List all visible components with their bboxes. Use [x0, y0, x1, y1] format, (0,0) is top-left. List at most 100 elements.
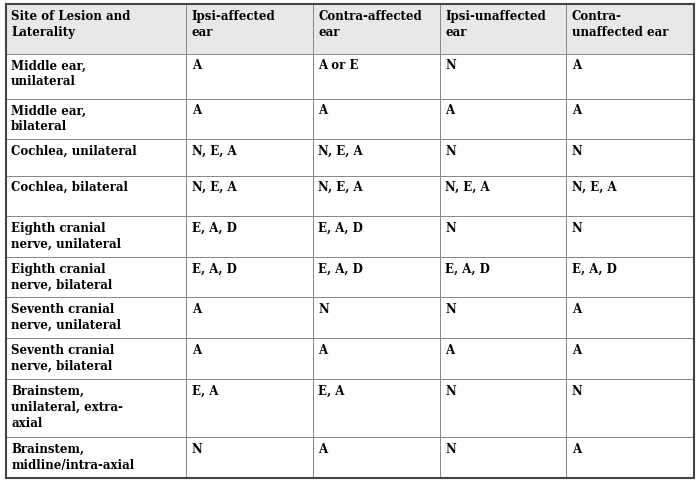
Bar	[186, 438, 313, 478]
Bar	[440, 297, 566, 338]
Bar	[186, 139, 313, 175]
Text: A: A	[572, 443, 581, 456]
Bar	[186, 257, 313, 297]
Bar	[313, 99, 440, 139]
Text: A: A	[318, 105, 328, 118]
Text: A or E: A or E	[318, 59, 359, 72]
Text: Brainstem,
unilateral, extra-
axial: Brainstem, unilateral, extra- axial	[11, 385, 123, 429]
Bar	[6, 99, 186, 139]
Bar	[6, 438, 186, 478]
Bar	[566, 379, 694, 438]
Bar	[566, 139, 694, 175]
Bar	[440, 139, 566, 175]
Text: E, A, D: E, A, D	[192, 222, 237, 235]
Bar	[566, 216, 694, 257]
Text: A: A	[572, 59, 581, 72]
Text: E, A: E, A	[192, 385, 218, 398]
Bar	[6, 257, 186, 297]
Text: Cochlea, bilateral: Cochlea, bilateral	[11, 181, 128, 194]
Text: Ipsi-affected
ear: Ipsi-affected ear	[192, 10, 275, 39]
Bar	[566, 99, 694, 139]
Bar	[313, 54, 440, 99]
Text: N: N	[445, 303, 456, 316]
Bar	[440, 379, 566, 438]
Text: Middle ear,
unilateral: Middle ear, unilateral	[11, 59, 86, 88]
Bar	[440, 99, 566, 139]
Text: A: A	[318, 344, 328, 357]
Text: Middle ear,
bilateral: Middle ear, bilateral	[11, 105, 86, 134]
Bar	[566, 54, 694, 99]
Text: A: A	[572, 105, 581, 118]
Text: N: N	[572, 385, 582, 398]
Bar	[313, 139, 440, 175]
Bar	[186, 216, 313, 257]
Text: Eighth cranial
nerve, unilateral: Eighth cranial nerve, unilateral	[11, 222, 121, 251]
Text: Cochlea, unilateral: Cochlea, unilateral	[11, 145, 136, 158]
Bar	[440, 54, 566, 99]
Bar	[186, 297, 313, 338]
Bar	[6, 4, 186, 54]
Text: E, A, D: E, A, D	[318, 222, 363, 235]
Bar	[6, 379, 186, 438]
Bar	[6, 297, 186, 338]
Text: Site of Lesion and
Laterality: Site of Lesion and Laterality	[11, 10, 131, 39]
Bar	[566, 257, 694, 297]
Bar	[186, 379, 313, 438]
Bar	[6, 54, 186, 99]
Text: N, E, A: N, E, A	[572, 181, 617, 194]
Text: N, E, A: N, E, A	[192, 181, 237, 194]
Bar	[186, 54, 313, 99]
Text: A: A	[445, 344, 454, 357]
Text: N: N	[445, 145, 456, 158]
Bar	[313, 297, 440, 338]
Text: N: N	[445, 385, 456, 398]
Bar	[6, 216, 186, 257]
Bar	[313, 438, 440, 478]
Text: A: A	[572, 303, 581, 316]
Bar	[6, 139, 186, 175]
Bar	[186, 175, 313, 216]
Text: A: A	[192, 105, 201, 118]
Bar	[566, 438, 694, 478]
Bar	[6, 338, 186, 379]
Bar	[6, 175, 186, 216]
Text: N: N	[445, 59, 456, 72]
Text: Ipsi-unaffected
ear: Ipsi-unaffected ear	[445, 10, 546, 39]
Bar	[186, 99, 313, 139]
Bar	[313, 216, 440, 257]
Bar	[440, 438, 566, 478]
Text: N: N	[192, 443, 202, 456]
Bar	[313, 379, 440, 438]
Text: N, E, A: N, E, A	[192, 145, 237, 158]
Text: N: N	[572, 222, 582, 235]
Bar	[440, 4, 566, 54]
Text: Contra-affected
ear: Contra-affected ear	[318, 10, 422, 39]
Text: N, E, A: N, E, A	[318, 181, 363, 194]
Text: Seventh cranial
nerve, unilateral: Seventh cranial nerve, unilateral	[11, 303, 121, 332]
Text: Brainstem,
midline/intra-axial: Brainstem, midline/intra-axial	[11, 443, 134, 472]
Text: N: N	[445, 443, 456, 456]
Text: N: N	[445, 222, 456, 235]
Bar	[566, 297, 694, 338]
Text: E, A, D: E, A, D	[445, 263, 490, 276]
Bar	[313, 4, 440, 54]
Text: E, A, D: E, A, D	[318, 263, 363, 276]
Text: N: N	[318, 303, 329, 316]
Bar	[313, 338, 440, 379]
Text: A: A	[192, 344, 201, 357]
Text: Seventh cranial
nerve, bilateral: Seventh cranial nerve, bilateral	[11, 344, 115, 373]
Bar	[566, 338, 694, 379]
Bar	[440, 338, 566, 379]
Bar	[440, 216, 566, 257]
Bar	[186, 4, 313, 54]
Bar	[566, 4, 694, 54]
Text: E, A: E, A	[318, 385, 345, 398]
Text: A: A	[572, 344, 581, 357]
Text: A: A	[192, 59, 201, 72]
Bar	[313, 257, 440, 297]
Text: N, E, A: N, E, A	[318, 145, 363, 158]
Text: A: A	[192, 303, 201, 316]
Bar	[440, 257, 566, 297]
Text: A: A	[318, 443, 328, 456]
Bar	[440, 175, 566, 216]
